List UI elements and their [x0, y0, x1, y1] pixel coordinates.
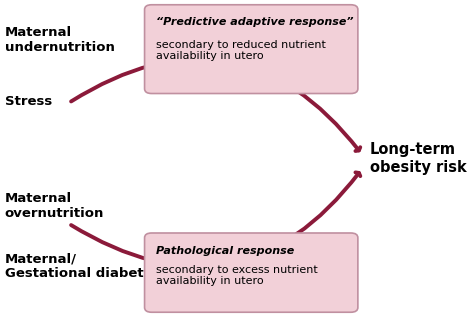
Text: Pathological response: Pathological response: [156, 246, 295, 256]
Text: Maternal/
Gestational diabetes: Maternal/ Gestational diabetes: [5, 252, 160, 280]
Text: secondary to reduced nutrient
availability in utero: secondary to reduced nutrient availabili…: [156, 40, 326, 61]
Text: Stress: Stress: [5, 95, 52, 108]
Text: Long-term
obesity risk: Long-term obesity risk: [370, 142, 466, 175]
Text: Maternal
overnutrition: Maternal overnutrition: [5, 192, 104, 220]
Text: secondary to excess nutrient
availability in utero: secondary to excess nutrient availabilit…: [156, 265, 318, 286]
FancyBboxPatch shape: [145, 5, 358, 94]
Text: “Predictive adaptive response”: “Predictive adaptive response”: [156, 17, 354, 28]
Text: Maternal
undernutrition: Maternal undernutrition: [5, 26, 115, 54]
FancyBboxPatch shape: [145, 233, 358, 312]
